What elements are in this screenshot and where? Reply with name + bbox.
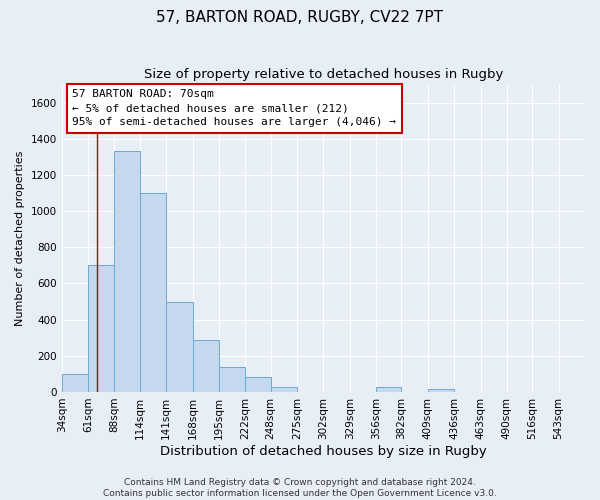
Bar — [62, 374, 88, 392]
Bar — [166, 302, 193, 392]
Bar — [219, 366, 245, 392]
Bar — [193, 340, 219, 392]
X-axis label: Distribution of detached houses by size in Rugby: Distribution of detached houses by size … — [160, 444, 487, 458]
Bar — [115, 152, 140, 392]
Bar — [245, 378, 271, 392]
Title: Size of property relative to detached houses in Rugby: Size of property relative to detached ho… — [143, 68, 503, 80]
Bar — [428, 389, 454, 392]
Bar — [271, 386, 297, 392]
Text: Contains HM Land Registry data © Crown copyright and database right 2024.
Contai: Contains HM Land Registry data © Crown c… — [103, 478, 497, 498]
Bar — [376, 386, 401, 392]
Text: 57 BARTON ROAD: 70sqm
← 5% of detached houses are smaller (212)
95% of semi-deta: 57 BARTON ROAD: 70sqm ← 5% of detached h… — [72, 89, 396, 127]
Text: 57, BARTON ROAD, RUGBY, CV22 7PT: 57, BARTON ROAD, RUGBY, CV22 7PT — [157, 10, 443, 25]
Y-axis label: Number of detached properties: Number of detached properties — [15, 150, 25, 326]
Bar — [88, 266, 115, 392]
Bar — [140, 193, 166, 392]
